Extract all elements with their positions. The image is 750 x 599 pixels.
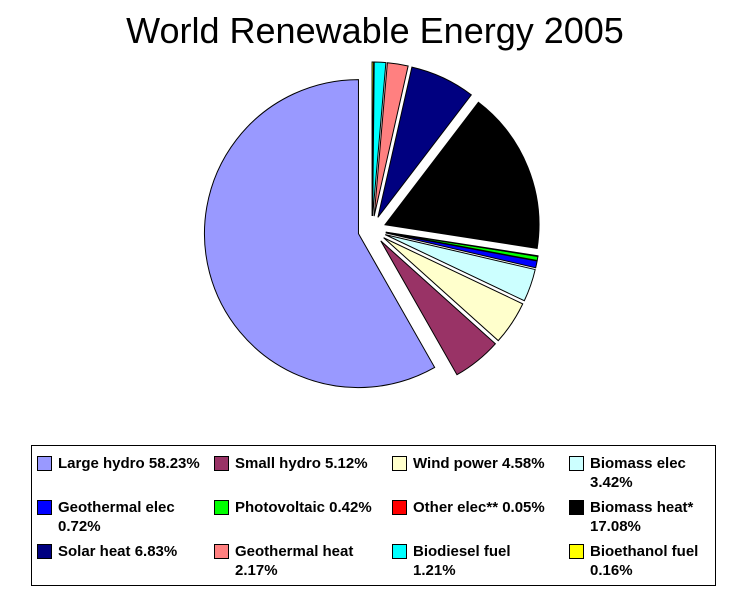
- legend-label: Bioethanol fuel 0.16%: [590, 543, 699, 579]
- legend-item-bioethanol-fuel: Bioethanol fuel 0.16%: [569, 542, 709, 580]
- legend-label: Wind power 4.58%: [413, 455, 545, 472]
- chart-title: World Renewable Energy 2005: [126, 10, 624, 51]
- legend-item-wind-power: Wind power 4.58%: [392, 454, 567, 473]
- pie-slice-solar-heat: [377, 66, 473, 218]
- legend-swatch: [214, 544, 229, 559]
- legend-label: Other elec** 0.05%: [413, 499, 545, 516]
- legend-item-photovoltaic: Photovoltaic 0.42%: [214, 498, 389, 517]
- legend-item-biomass-heat: Biomass heat* 17.08%: [569, 498, 709, 536]
- legend-swatch: [392, 456, 407, 471]
- legend-swatch: [392, 544, 407, 559]
- legend-label: Geothermal heat 2.17%: [235, 543, 354, 579]
- pie-slice-geothermal-heat: [373, 62, 409, 217]
- legend-item-solar-heat: Solar heat 6.83%: [37, 542, 207, 561]
- legend-swatch: [37, 456, 52, 471]
- legend-swatch: [569, 456, 584, 471]
- legend-label: Biomass elec 3.42%: [590, 455, 686, 491]
- legend-label: Geothermal elec 0.72%: [58, 499, 175, 535]
- legend-label: Biodiesel fuel 1.21%: [413, 543, 511, 579]
- legend-item-large-hydro: Large hydro 58.23%: [37, 454, 202, 473]
- pie-slice-biomass-heat: [384, 101, 540, 249]
- legend-label: Biomass heat* 17.08%: [590, 499, 694, 535]
- legend-label: Large hydro 58.23%: [58, 455, 200, 472]
- legend: Large hydro 58.23% Small hydro 5.12% Win…: [31, 445, 716, 586]
- legend-swatch: [392, 500, 407, 515]
- pie-slice-wind-power: [383, 237, 524, 342]
- pie-slice-other-elec: [385, 231, 539, 257]
- legend-item-other-elec: Other elec** 0.05%: [392, 498, 567, 517]
- legend-swatch: [37, 500, 52, 515]
- pie-slice-biomass-elec: [385, 234, 536, 302]
- pie-slice-biodiesel-fuel: [372, 61, 387, 217]
- pie-slice-large-hydro: [204, 79, 436, 389]
- legend-swatch: [569, 500, 584, 515]
- pie-slice-geothermal-elec: [385, 232, 538, 269]
- pie-chart: [204, 61, 540, 389]
- legend-swatch: [214, 456, 229, 471]
- legend-item-small-hydro: Small hydro 5.12%: [214, 454, 389, 473]
- legend-item-biodiesel-fuel: Biodiesel fuel 1.21%: [392, 542, 532, 580]
- pie-slice-small-hydro: [380, 240, 497, 376]
- legend-label: Solar heat 6.83%: [58, 543, 178, 560]
- legend-item-biomass-elec: Biomass elec 3.42%: [569, 454, 709, 492]
- legend-item-geothermal-heat: Geothermal heat 2.17%: [214, 542, 364, 580]
- legend-label: Small hydro 5.12%: [235, 455, 368, 472]
- legend-item-geothermal-elec: Geothermal elec 0.72%: [37, 498, 202, 536]
- legend-label: Photovoltaic 0.42%: [235, 499, 372, 516]
- pie-slice-bioethanol-fuel: [371, 61, 375, 217]
- legend-swatch: [214, 500, 229, 515]
- legend-swatch: [569, 544, 584, 559]
- legend-swatch: [37, 544, 52, 559]
